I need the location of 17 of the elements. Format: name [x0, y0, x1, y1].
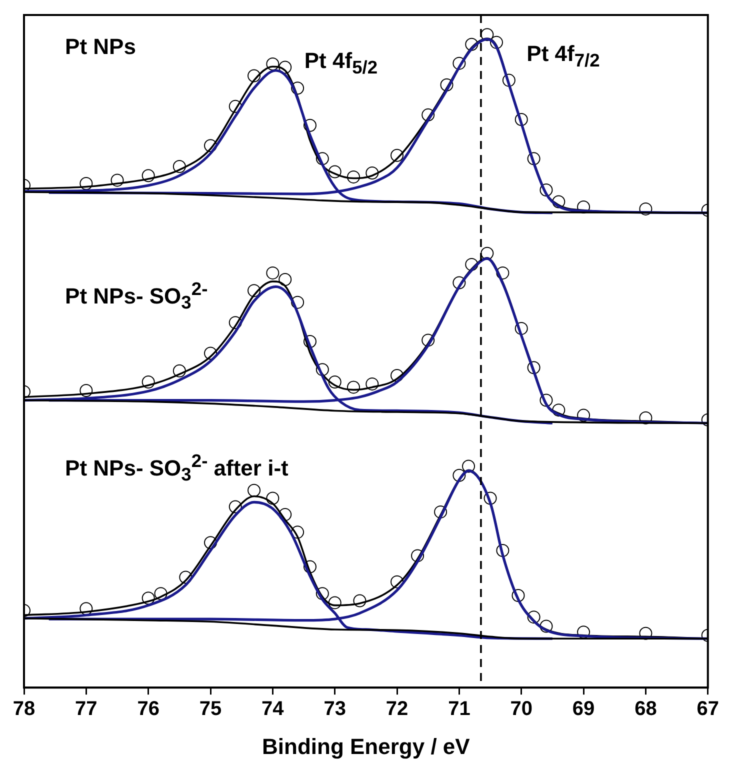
x-tick-label: 69 — [572, 698, 595, 720]
x-tick-label: 72 — [386, 698, 408, 720]
x-tick-label: 70 — [510, 698, 532, 720]
x-tick-label: 77 — [75, 698, 98, 720]
x-tick-label: 78 — [12, 698, 36, 720]
annotation: Pt 4f$_{5/2}$ — [304, 48, 378, 80]
annotation: Pt NPs — [65, 34, 136, 60]
x-tick-label: 71 — [448, 698, 470, 720]
x-tick-label: 76 — [137, 698, 160, 720]
x-tick-label: 73 — [324, 698, 346, 720]
annotation: Pt 4f$_{7/2}$ — [526, 40, 600, 72]
annotation: Pt NPs- SO$_{3}$$^{2-}$ after i-t — [65, 448, 288, 487]
x-tick-label: 74 — [262, 698, 285, 720]
x-tick-label: 67 — [696, 698, 719, 720]
x-tick-label: 68 — [634, 698, 657, 720]
x-axis-title: Binding Energy / eV — [262, 734, 470, 759]
x-tick-label: 75 — [199, 698, 222, 720]
